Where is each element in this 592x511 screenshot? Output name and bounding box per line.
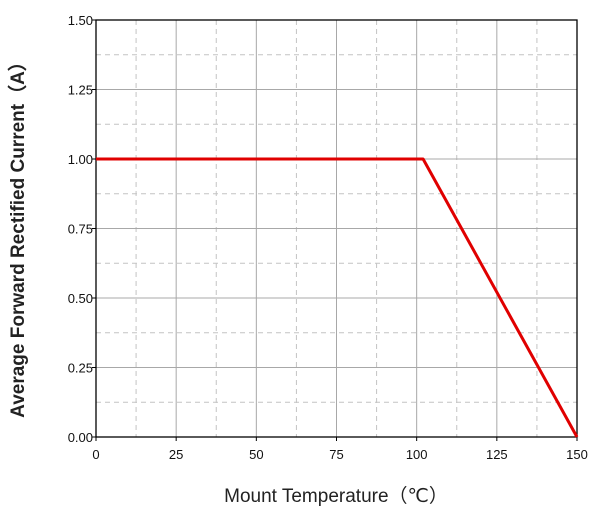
y-axis-ticks: 0.00 0.25 0.50 0.75 1.00 1.25 1.50 — [68, 13, 96, 445]
x-axis-title: Mount Temperature（℃） — [224, 485, 448, 507]
x-tick-label: 150 — [566, 447, 588, 462]
x-tick-label: 75 — [329, 447, 343, 462]
y-tick-label: 1.25 — [68, 83, 93, 98]
x-tick-label: 0 — [92, 447, 99, 462]
x-tick-label: 25 — [169, 447, 183, 462]
y-tick-label: 1.50 — [68, 13, 93, 28]
x-tick-label: 100 — [406, 447, 428, 462]
x-tick-label: 50 — [249, 447, 263, 462]
derating-curve-line — [96, 157, 579, 438]
y-tick-label: 0.75 — [68, 222, 93, 237]
y-axis-title: Average Forward Rectified Current（A） — [6, 52, 29, 418]
y-tick-label: 1.00 — [68, 152, 93, 167]
x-tick-label: 125 — [486, 447, 508, 462]
series-group — [96, 157, 579, 438]
y-tick-label: 0.25 — [68, 361, 93, 376]
x-axis-ticks: 0 25 50 75 100 125 150 — [92, 437, 588, 462]
y-tick-label: 0.50 — [68, 291, 93, 306]
grid — [96, 20, 577, 437]
y-tick-label: 0.00 — [68, 430, 93, 445]
